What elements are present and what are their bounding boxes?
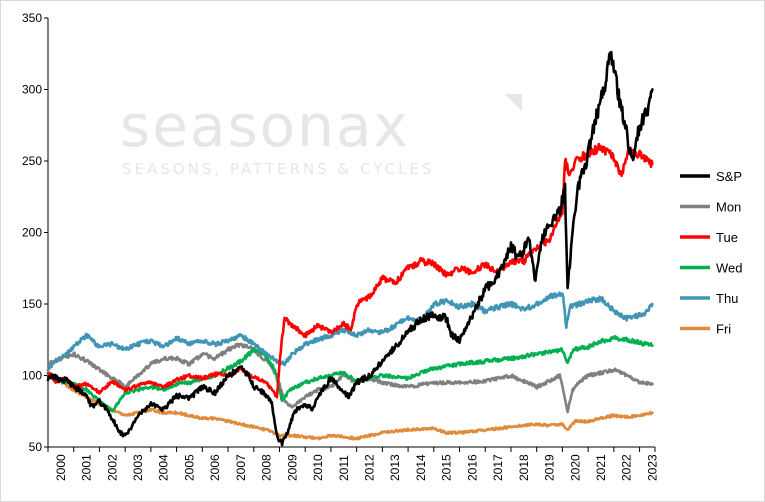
x-tick-label: 2011 xyxy=(337,455,351,481)
watermark-brand: seasonax xyxy=(120,92,410,160)
x-axis: 2000 2001 2002 2003 2004 2005 2006 2007 2008 2009… xyxy=(47,446,659,481)
x-tick-label: 2014 xyxy=(414,454,428,481)
x-tick-label: 2004 xyxy=(157,454,171,481)
x-tick-label: 2012 xyxy=(363,454,377,481)
y-tick-label: 300 xyxy=(22,83,42,97)
x-tick-label: 2013 xyxy=(388,454,402,481)
series-line-fri xyxy=(46,369,654,441)
y-axis: 50 100 150 200 250 300 350 xyxy=(22,11,49,454)
x-tick-label: 2002 xyxy=(105,454,119,481)
x-tick-label: 2017 xyxy=(491,454,505,481)
x-tick-label: 2003 xyxy=(131,454,145,481)
x-tick-label: 2005 xyxy=(182,454,196,481)
watermark-arrow-icon xyxy=(505,94,522,111)
x-tick-label: 2009 xyxy=(285,454,299,481)
x-tick-label: 2016 xyxy=(465,454,479,481)
x-tick-label: 2022 xyxy=(620,454,634,481)
x-tick-label: 2006 xyxy=(208,454,222,481)
x-tick-label: 2001 xyxy=(80,454,94,481)
watermark-tagline: SEASONS, PATTERNS & CYCLES xyxy=(122,160,434,178)
y-tick-label: 100 xyxy=(22,369,42,383)
x-tick-label: 2021 xyxy=(594,454,608,481)
legend-label: Fri xyxy=(716,322,731,337)
legend-label: Thu xyxy=(716,291,738,306)
series-layer xyxy=(46,50,654,447)
y-tick-label: 350 xyxy=(22,11,42,25)
x-tick-label: 2007 xyxy=(234,454,248,481)
x-tick-label: 2023 xyxy=(645,454,659,481)
legend: S&P Mon Tue Wed Thu Fri xyxy=(680,169,743,337)
x-tick-label: 2018 xyxy=(517,454,531,481)
legend-label: Wed xyxy=(716,261,743,276)
series-line-tue xyxy=(46,142,654,399)
y-tick-label: 150 xyxy=(22,297,42,311)
x-tick-label: 2019 xyxy=(543,454,557,481)
y-tick-label: 250 xyxy=(22,154,42,168)
legend-label: S&P xyxy=(716,169,742,184)
series-line-sp xyxy=(46,50,654,447)
x-tick-label: 2020 xyxy=(568,454,582,481)
x-tick-label: 2008 xyxy=(260,454,274,481)
series-line-thu xyxy=(46,291,654,372)
y-tick-label: 200 xyxy=(22,226,42,240)
legend-label: Mon xyxy=(716,200,741,215)
series-line-wed xyxy=(46,334,654,413)
x-tick-label: 2000 xyxy=(54,454,68,481)
y-tick-label: 50 xyxy=(29,440,43,454)
watermark: seasonax SEASONS, PATTERNS & CYCLES xyxy=(120,92,522,178)
x-tick-label: 2015 xyxy=(440,454,454,481)
x-tick-label: 2010 xyxy=(311,454,325,481)
legend-label: Tue xyxy=(716,230,738,245)
